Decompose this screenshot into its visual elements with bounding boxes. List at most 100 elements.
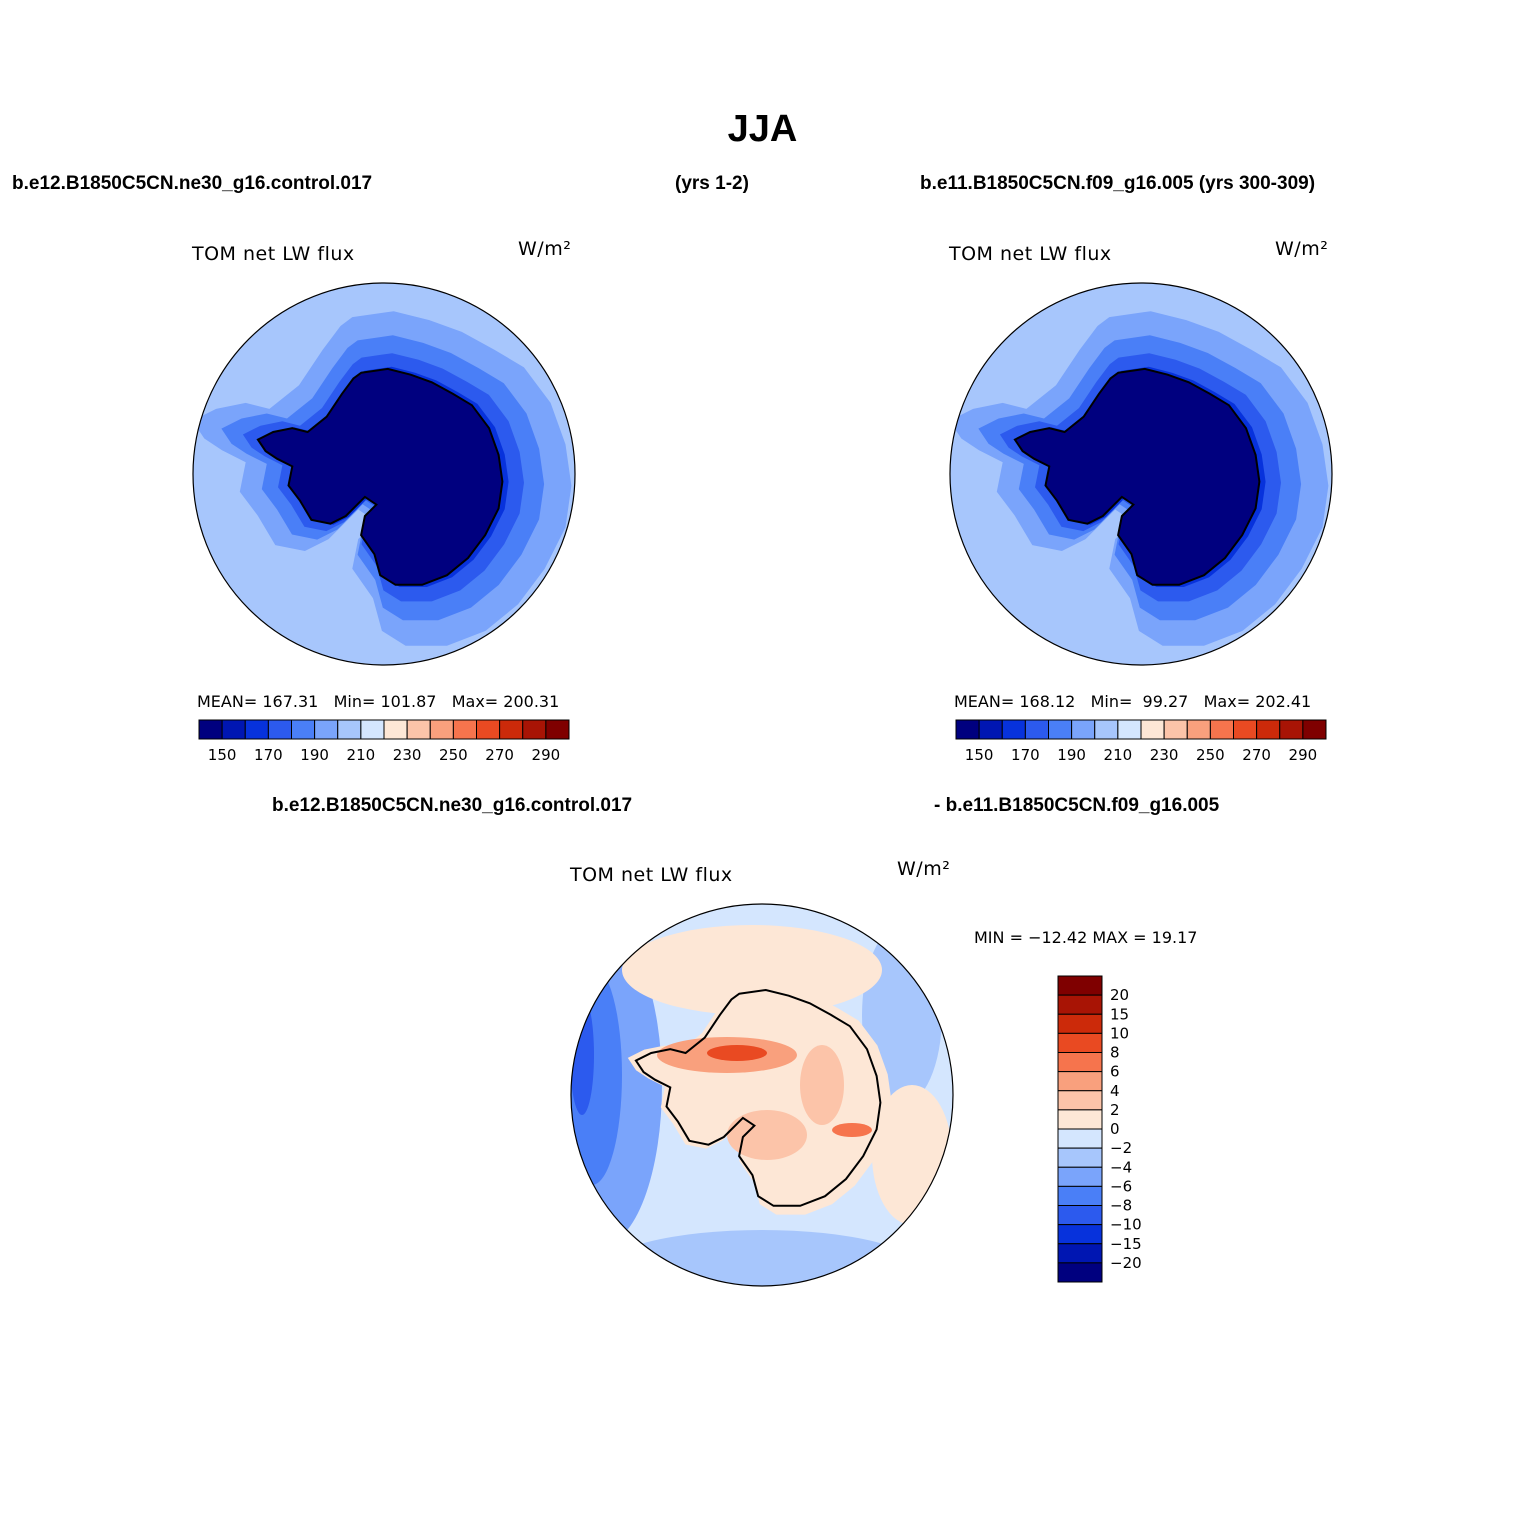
- case2-header: b.e11.B1850C5CN.f09_g16.005 (yrs 300-309…: [920, 173, 1316, 194]
- panel1-colorbar-color-box: [429, 719, 454, 740]
- panel2-colorbar-color-box: [1256, 719, 1281, 740]
- panel2-colorbar-color-box: [1186, 719, 1211, 740]
- panel1-min-label: Min=: [333, 692, 376, 711]
- panel2-max-value: 202.41: [1255, 692, 1312, 711]
- diff-left-header: b.e12.B1850C5CN.ne30_g16.control.017: [272, 795, 633, 816]
- years1-header: (yrs 1-2): [675, 173, 749, 194]
- panel1-colorbar-color-box: [522, 719, 547, 740]
- panel2-colorbar-color-box: [955, 719, 980, 740]
- diff-colorbar-tick-label: −10: [1110, 1216, 1142, 1234]
- panel1-colorbar-color-box: [383, 719, 408, 740]
- panel2-colorbar-color-box: [1279, 719, 1304, 740]
- panel1-colorbar-color-box: [545, 719, 570, 740]
- diff-colorbar-tick-label: −20: [1110, 1254, 1142, 1272]
- diff-colorbar-color-box: [1057, 1166, 1103, 1187]
- panel2-colorbar-tick-label: 170: [1011, 746, 1040, 764]
- diff-colorbar-color-box: [1057, 1013, 1103, 1034]
- panel2-colorbar-color-box: [1024, 719, 1049, 740]
- panel2-colorbar-tick-label: 270: [1242, 746, 1271, 764]
- panel2-units-label: W/m²: [1275, 238, 1329, 260]
- panel2-colorbar-color-box: [1233, 719, 1258, 740]
- panel1-colorbar-tick-label: 150: [208, 746, 237, 764]
- panel2-mean-label: MEAN=: [954, 692, 1015, 711]
- panel1-colorbar-tick-label: 170: [254, 746, 283, 764]
- panel1-stats: MEAN= 167.31 Min= 101.87 Max= 200.31: [197, 692, 559, 711]
- diff-colorbar-color-box: [1057, 1071, 1103, 1092]
- diff-colorbar-color-box: [1057, 1205, 1103, 1226]
- diff-colorbar-color-box: [1057, 1185, 1103, 1206]
- panel2-colorbar-color-box: [1001, 719, 1026, 740]
- panel1-colorbar-color-box: [499, 719, 524, 740]
- diff-colorbar-tick-label: 8: [1110, 1044, 1120, 1062]
- panel1-mean-value: 167.31: [262, 692, 319, 711]
- diff-colorbar-tick-label: 10: [1110, 1024, 1129, 1042]
- panel2-stats: MEAN= 168.12 Min= 99.27 Max= 202.41: [954, 692, 1311, 711]
- panel1-colorbar-color-box: [360, 719, 385, 740]
- panel2-colorbar-color-box: [1140, 719, 1165, 740]
- panel1-max-label: Max=: [451, 692, 499, 711]
- panel2-mean-value: 168.12: [1019, 692, 1076, 711]
- panel2-colorbar-color-box: [1048, 719, 1073, 740]
- panel2-colorbar-color-box: [1163, 719, 1188, 740]
- panel2-colorbar-tick-label: 250: [1196, 746, 1225, 764]
- diff-colorbar-color-box: [1057, 975, 1103, 996]
- diff-units-label: W/m²: [897, 858, 951, 880]
- diff-colorbar-tick-label: −2: [1110, 1139, 1132, 1157]
- diff-variable-label: TOM net LW flux: [570, 864, 733, 886]
- diff-colorbar-tick-label: 0: [1110, 1120, 1120, 1138]
- panel1-colorbar-color-box: [452, 719, 477, 740]
- case1-header: b.e12.B1850C5CN.ne30_g16.control.017: [12, 173, 373, 194]
- diff-right-header: - b.e11.B1850C5CN.f09_g16.005: [934, 795, 1220, 816]
- diff-colorbar-color-box: [1057, 1147, 1103, 1168]
- panel1-min-value: 101.87: [380, 692, 437, 711]
- panel1-colorbar-tick-label: 230: [393, 746, 422, 764]
- panel1-colorbar-tick-label: 210: [347, 746, 376, 764]
- panel2-colorbar-tick-label: 230: [1150, 746, 1179, 764]
- diff-pos-region: [727, 1110, 807, 1160]
- diff-pos-region: [622, 925, 882, 1015]
- panel1-colorbar-color-box: [198, 719, 223, 740]
- panel1-max-value: 200.31: [503, 692, 560, 711]
- panel1-colorbar-tick-label: 290: [532, 746, 561, 764]
- panel2-colorbar-color-box: [1071, 719, 1096, 740]
- panel2-colorbar-tick-label: 150: [965, 746, 994, 764]
- diff-minmax-label: MIN = −12.42 MAX = 19.17: [974, 928, 1198, 947]
- panel1-colorbar-color-box: [221, 719, 246, 740]
- diff-colorbar-color-box: [1057, 1090, 1103, 1111]
- diff-colorbar-tick-label: −6: [1110, 1177, 1132, 1195]
- panel2-min-label: Min=: [1090, 692, 1133, 711]
- diff-colorbar-color-box: [1057, 1052, 1103, 1073]
- panel1-colorbar-color-box: [314, 719, 339, 740]
- panel2-colorbar-color-box: [1302, 719, 1327, 740]
- panel2-colorbar-color-box: [1094, 719, 1119, 740]
- diff-colorbar-color-box: [1057, 1032, 1103, 1053]
- panel1-colorbar-color-box: [291, 719, 316, 740]
- panel1-colorbar-tick-label: 270: [485, 746, 514, 764]
- diff-colorbar-color-box: [1057, 1262, 1103, 1283]
- map-boundary: [949, 282, 1333, 666]
- antarctica-coastline: [1013, 367, 1261, 586]
- panel2-colorbar-color-box: [1117, 719, 1142, 740]
- diff-colorbar-tick-label: −15: [1110, 1235, 1142, 1253]
- diff-colorbar-tick-label: 20: [1110, 986, 1129, 1004]
- diff-pos-region: [800, 1045, 844, 1125]
- diff-pos-region: [832, 1123, 872, 1137]
- map-boundary: [192, 282, 576, 666]
- panel2-colorbar-color-box: [1209, 719, 1234, 740]
- panel1-mean-label: MEAN=: [197, 692, 258, 711]
- diff-colorbar-tick-label: 6: [1110, 1063, 1120, 1081]
- diff-colorbar-tick-label: 15: [1110, 1005, 1129, 1023]
- diff-colorbar-tick-label: 4: [1110, 1082, 1120, 1100]
- panel2-min-value: 99.27: [1142, 692, 1189, 711]
- field-contours-p1: [193, 283, 575, 665]
- panel1-colorbar-color-box: [244, 719, 269, 740]
- diff-colorbar-tick-label: −4: [1110, 1158, 1132, 1176]
- panel2-variable-label: TOM net LW flux: [949, 243, 1112, 265]
- diff-colorbar-tick-label: −8: [1110, 1197, 1132, 1215]
- diff-pos-region: [707, 1045, 767, 1061]
- diff-colorbar-color-box: [1057, 1224, 1103, 1245]
- panel2-max-label: Max=: [1203, 692, 1251, 711]
- panel2-colorbar-color-box: [978, 719, 1003, 740]
